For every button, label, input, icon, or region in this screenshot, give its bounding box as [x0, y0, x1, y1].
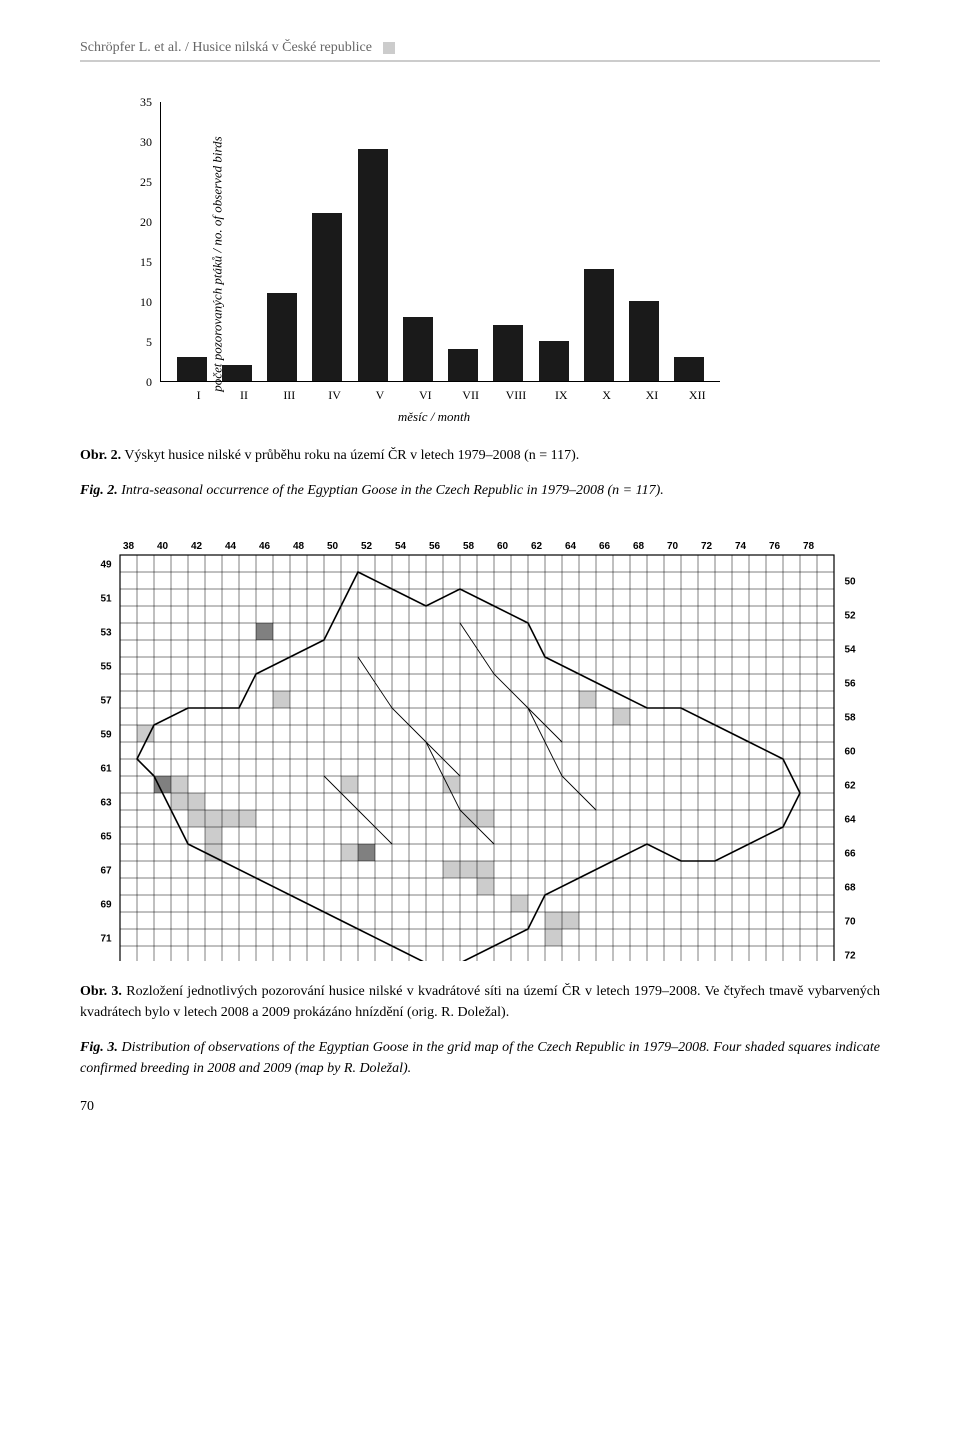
svg-text:66: 66	[844, 849, 856, 860]
svg-text:60: 60	[497, 541, 509, 552]
svg-text:51: 51	[100, 594, 112, 605]
svg-text:65: 65	[100, 832, 112, 843]
bar-X	[584, 269, 614, 381]
bar-VII	[448, 349, 478, 381]
caption-fig2-en: Fig. 2. Intra-seasonal occurrence of the…	[80, 480, 880, 501]
svg-text:42: 42	[191, 541, 203, 552]
svg-text:38: 38	[123, 541, 135, 552]
svg-text:61: 61	[100, 764, 112, 775]
svg-text:68: 68	[844, 883, 856, 894]
svg-text:48: 48	[293, 541, 305, 552]
svg-text:70: 70	[844, 917, 856, 928]
svg-text:58: 58	[844, 713, 856, 724]
svg-text:66: 66	[599, 541, 611, 552]
svg-text:72: 72	[844, 951, 856, 962]
svg-text:49: 49	[100, 560, 112, 571]
bars-group	[161, 102, 720, 381]
bar-I	[177, 357, 207, 381]
svg-text:44: 44	[225, 541, 237, 552]
svg-text:76: 76	[769, 541, 781, 552]
page-number: 70	[80, 1099, 880, 1115]
bar-XII	[674, 357, 704, 381]
plot-area	[160, 102, 720, 382]
bar-XI	[629, 301, 659, 381]
svg-text:60: 60	[844, 747, 856, 758]
caption-fig3-cs: Obr. 3. Rozložení jednotlivých pozorován…	[80, 981, 880, 1023]
caption-fig3-en: Fig. 3. Distribution of observations of …	[80, 1037, 880, 1079]
svg-text:56: 56	[844, 679, 856, 690]
svg-text:68: 68	[633, 541, 645, 552]
y-ticks: 05101520253035	[140, 102, 152, 382]
svg-text:57: 57	[100, 696, 112, 707]
svg-text:55: 55	[100, 662, 112, 673]
svg-text:63: 63	[100, 798, 112, 809]
svg-text:52: 52	[361, 541, 373, 552]
bar-VIII	[493, 325, 523, 381]
svg-text:78: 78	[803, 541, 815, 552]
svg-text:70: 70	[667, 541, 679, 552]
svg-text:46: 46	[259, 541, 271, 552]
header-text: Schröpfer L. et al. / Husice nilská v Če…	[80, 40, 372, 55]
x-labels: IIIIIIIVVVIVIIVIIIIXXXIXII	[168, 382, 728, 403]
bar-II	[222, 365, 252, 381]
bar-V	[358, 149, 388, 381]
svg-text:40: 40	[157, 541, 169, 552]
svg-text:59: 59	[100, 730, 112, 741]
svg-text:56: 56	[429, 541, 441, 552]
svg-text:71: 71	[100, 934, 112, 945]
svg-text:54: 54	[844, 645, 856, 656]
grid-map: 38 40 42 44 46 48 50 52 54 56 58 60 62 64 66 68 70 72 74 76…	[80, 531, 880, 961]
bar-VI	[403, 317, 433, 381]
map-svg: 38 40 42 44 46 48 50 52 54 56 58 60 62 64 66 68 70 72 74 76…	[80, 531, 880, 961]
svg-text:72: 72	[701, 541, 713, 552]
bar-IX	[539, 341, 569, 381]
svg-text:62: 62	[531, 541, 543, 552]
svg-text:64: 64	[844, 815, 856, 826]
bar-chart: počet pozorovaných ptáků / no. of observ…	[140, 102, 880, 425]
svg-text:62: 62	[844, 781, 856, 792]
bar-IV	[312, 213, 342, 381]
svg-text:53: 53	[100, 628, 112, 639]
x-axis-label: měsíc / month	[140, 409, 728, 425]
running-header: Schröpfer L. et al. / Husice nilská v Če…	[80, 40, 880, 62]
svg-text:67: 67	[100, 866, 112, 877]
caption-fig2-cs: Obr. 2. Výskyt husice nilské v průběhu r…	[80, 445, 880, 466]
bar-III	[267, 293, 297, 381]
svg-text:69: 69	[100, 900, 112, 911]
svg-text:74: 74	[735, 541, 747, 552]
svg-text:50: 50	[327, 541, 339, 552]
svg-text:50: 50	[844, 577, 856, 588]
svg-text:64: 64	[565, 541, 577, 552]
svg-text:52: 52	[844, 611, 856, 622]
header-marker	[383, 42, 395, 54]
svg-text:58: 58	[463, 541, 475, 552]
svg-text:54: 54	[395, 541, 407, 552]
